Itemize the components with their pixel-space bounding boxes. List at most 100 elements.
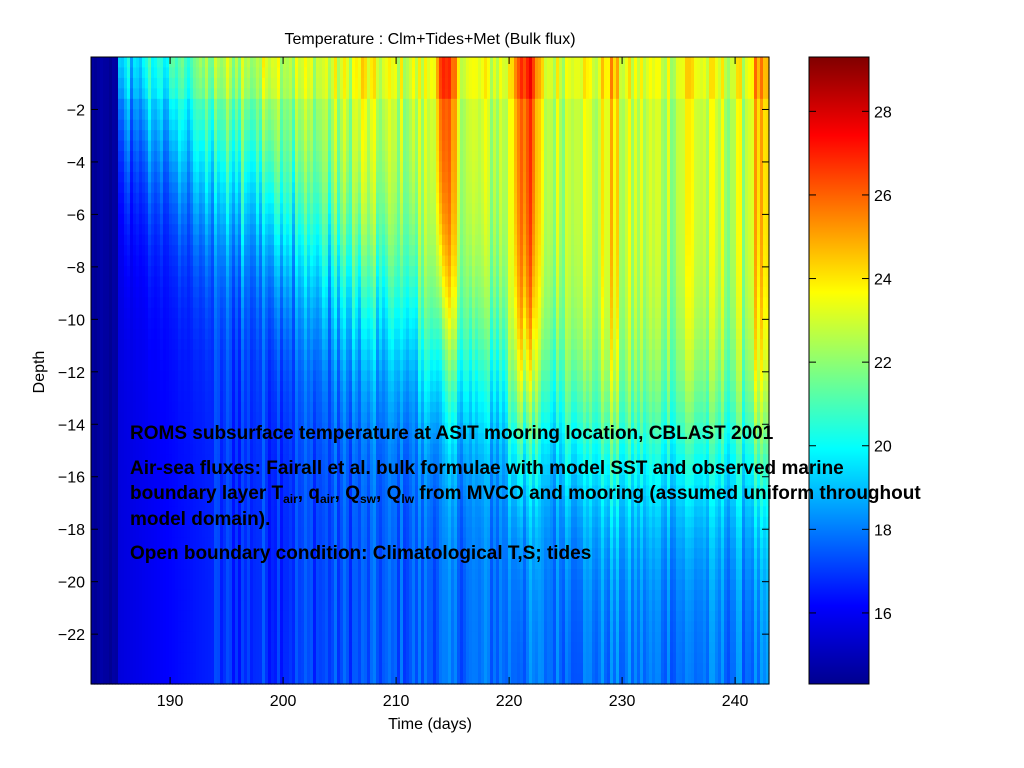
heatmap-cell — [187, 527, 191, 539]
heatmap-cell — [271, 370, 275, 382]
heatmap-cell — [130, 600, 134, 612]
heatmap-cell — [160, 621, 164, 633]
heatmap-cell — [232, 380, 236, 392]
heatmap-cell — [232, 98, 236, 110]
heatmap-cell — [190, 642, 194, 654]
heatmap-cell — [322, 610, 326, 622]
heatmap-cell — [145, 537, 149, 549]
heatmap-cell — [214, 380, 218, 392]
heatmap-cell — [271, 485, 275, 497]
heatmap-cell — [226, 171, 230, 183]
heatmap-cell — [190, 192, 194, 204]
heatmap-cell — [277, 454, 281, 466]
heatmap-cell — [163, 380, 167, 392]
heatmap-cell — [280, 307, 284, 319]
heatmap-cell — [286, 579, 290, 591]
heatmap-cell — [139, 245, 143, 257]
heatmap-cell — [121, 464, 125, 476]
heatmap-cell — [202, 266, 206, 278]
heatmap-cell — [97, 360, 101, 372]
heatmap-cell — [271, 380, 275, 392]
heatmap-cell — [310, 579, 314, 591]
heatmap-cell — [187, 548, 191, 560]
heatmap-cell — [220, 506, 224, 518]
heatmap-cell — [142, 119, 146, 131]
heatmap-cell — [238, 485, 242, 497]
heatmap-cell — [301, 516, 305, 528]
heatmap-cell — [181, 88, 185, 100]
heatmap-cell — [268, 454, 272, 466]
heatmap-cell — [133, 57, 137, 69]
heatmap-cell — [322, 77, 326, 89]
heatmap-cell — [283, 579, 287, 591]
heatmap-cell — [292, 98, 296, 110]
heatmap-cell — [298, 307, 302, 319]
heatmap-cell — [190, 161, 194, 173]
heatmap-cell — [100, 579, 104, 591]
heatmap-cell — [253, 454, 257, 466]
heatmap-cell — [328, 67, 332, 79]
heatmap-cell — [133, 433, 137, 445]
heatmap-cell — [199, 527, 203, 539]
heatmap-cell — [172, 182, 176, 194]
heatmap-cell — [187, 537, 191, 549]
heatmap-cell — [217, 57, 221, 69]
heatmap-cell — [241, 380, 245, 392]
heatmap-cell — [235, 506, 239, 518]
heatmap-cell — [301, 370, 305, 382]
heatmap-cell — [187, 485, 191, 497]
heatmap-cell — [106, 454, 110, 466]
heatmap-cell — [220, 67, 224, 79]
heatmap-cell — [139, 67, 143, 79]
heatmap-cell — [148, 318, 152, 330]
heatmap-cell — [118, 349, 122, 361]
heatmap-cell — [211, 610, 215, 622]
heatmap-cell — [160, 130, 164, 142]
heatmap-cell — [145, 579, 149, 591]
heatmap-cell — [277, 475, 281, 487]
heatmap-cell — [142, 673, 146, 685]
heatmap-cell — [217, 318, 221, 330]
heatmap-cell — [211, 119, 215, 131]
heatmap-cell — [331, 495, 335, 507]
heatmap-cell — [94, 276, 98, 288]
heatmap-cell — [103, 276, 107, 288]
heatmap-cell — [298, 600, 302, 612]
heatmap-cell — [250, 569, 254, 581]
heatmap-cell — [121, 88, 125, 100]
heatmap-cell — [223, 380, 227, 392]
heatmap-cell — [193, 297, 197, 309]
heatmap-cell — [97, 569, 101, 581]
heatmap-cell — [223, 339, 227, 351]
heatmap-cell — [178, 266, 182, 278]
heatmap-cell — [142, 339, 146, 351]
heatmap-cell — [337, 506, 341, 518]
heatmap-cell — [163, 266, 167, 278]
heatmap-cell — [121, 192, 125, 204]
heatmap-cell — [148, 266, 152, 278]
heatmap-cell — [262, 151, 266, 163]
heatmap-cell — [265, 537, 269, 549]
heatmap-cell — [253, 328, 257, 340]
heatmap-cell — [256, 151, 260, 163]
heatmap-cell — [148, 130, 152, 142]
heatmap-cell — [289, 380, 293, 392]
heatmap-cell — [262, 349, 266, 361]
heatmap-cell — [202, 360, 206, 372]
heatmap-cell — [244, 339, 248, 351]
heatmap-cell — [94, 109, 98, 121]
heatmap-cell — [139, 391, 143, 403]
heatmap-cell — [322, 245, 326, 257]
heatmap-cell — [232, 642, 236, 654]
heatmap-cell — [166, 663, 170, 675]
heatmap-cell — [91, 109, 95, 121]
heatmap-cell — [133, 370, 137, 382]
heatmap-cell — [307, 182, 311, 194]
heatmap-cell — [265, 380, 269, 392]
heatmap-cell — [238, 161, 242, 173]
heatmap-cell — [283, 140, 287, 152]
heatmap-cell — [202, 642, 206, 654]
heatmap-cell — [130, 391, 134, 403]
heatmap-cell — [316, 569, 320, 581]
heatmap-cell — [100, 621, 104, 633]
